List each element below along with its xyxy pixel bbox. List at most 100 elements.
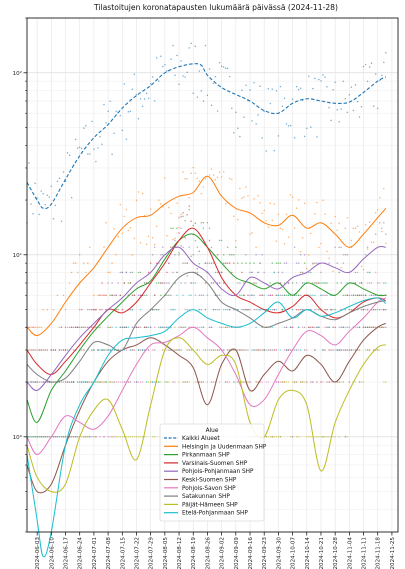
data-point: [342, 381, 345, 383]
data-point: [312, 262, 314, 264]
data-point: [145, 294, 148, 296]
data-point: [340, 349, 342, 351]
data-point: [358, 282, 361, 284]
data-point: [160, 203, 162, 205]
data-point: [235, 111, 237, 114]
data-point: [376, 349, 379, 351]
data-point: [237, 262, 239, 264]
data-point: [160, 294, 162, 296]
data-point: [34, 381, 36, 383]
data-point: [275, 294, 278, 296]
data-point: [117, 381, 119, 383]
data-point: [52, 218, 55, 220]
data-point: [95, 308, 97, 311]
data-point: [330, 308, 332, 311]
data-point: [149, 326, 152, 328]
data-point: [253, 308, 255, 311]
data-point: [74, 326, 77, 328]
data-point: [297, 199, 300, 201]
data-point: [149, 208, 152, 210]
data-point: [202, 381, 205, 383]
data-point: [381, 227, 383, 229]
data-point: [123, 282, 126, 284]
data-point: [356, 225, 359, 227]
legend-label: Helsingin ja Uudenmaan SHP: [182, 444, 267, 450]
data-point: [218, 381, 221, 383]
data-point: [174, 239, 176, 242]
data-point: [275, 349, 278, 351]
data-point: [283, 243, 286, 245]
data-point: [198, 294, 201, 296]
data-point: [346, 254, 349, 256]
data-point: [354, 271, 357, 274]
data-point: [255, 123, 257, 125]
data-point: [303, 349, 306, 351]
data-point: [334, 326, 336, 328]
data-point: [196, 246, 199, 249]
data-point: [350, 239, 353, 242]
data-point: [155, 57, 158, 59]
data-point: [356, 326, 359, 328]
data-point: [147, 235, 150, 238]
data-point: [74, 262, 77, 264]
data-point: [310, 381, 312, 383]
data-point: [263, 209, 265, 212]
data-point: [293, 381, 296, 383]
data-point: [297, 349, 300, 351]
data-point: [176, 54, 178, 57]
data-point: [358, 349, 361, 351]
data-point: [350, 86, 353, 88]
data-point: [151, 349, 154, 351]
data-point: [370, 294, 373, 296]
data-point: [87, 308, 89, 311]
data-point: [121, 436, 124, 438]
data-point: [80, 349, 83, 351]
data-point: [186, 178, 188, 180]
data-point: [149, 381, 152, 383]
legend-label: Pohjois-Savon SHP: [182, 486, 236, 492]
data-point: [168, 262, 170, 264]
data-point: [261, 137, 263, 139]
data-point: [158, 308, 160, 311]
data-point: [320, 282, 322, 284]
data-point: [243, 308, 245, 311]
data-point: [374, 271, 377, 274]
data-point: [119, 203, 122, 206]
data-point: [194, 172, 197, 174]
data-point: [153, 246, 156, 249]
data-point: [283, 349, 286, 351]
data-point: [299, 250, 302, 253]
data-point: [85, 271, 87, 274]
data-point: [299, 349, 302, 351]
data-point: [218, 326, 221, 328]
data-point: [342, 349, 345, 351]
data-point: [204, 349, 207, 351]
x-tick-label: 2024-07-15: [120, 537, 126, 569]
data-point: [101, 143, 103, 146]
data-point: [273, 271, 276, 274]
data-point: [342, 80, 345, 83]
data-point: [143, 98, 146, 100]
data-point: [364, 63, 367, 66]
data-point: [194, 381, 197, 383]
data-point: [301, 236, 304, 239]
data-point: [164, 326, 166, 328]
x-tick-label: 2024-06-24: [78, 537, 84, 569]
data-point: [30, 203, 32, 205]
data-point: [196, 177, 199, 179]
data-point: [101, 294, 103, 296]
data-point: [308, 326, 310, 328]
data-point: [322, 74, 324, 76]
data-point: [160, 55, 162, 58]
data-point: [170, 294, 172, 296]
legend-box: [159, 423, 265, 522]
data-point: [46, 308, 49, 311]
data-point: [360, 308, 363, 311]
data-point: [295, 282, 298, 284]
data-point: [115, 110, 117, 113]
data-point: [285, 326, 288, 328]
data-point: [129, 308, 132, 311]
data-point: [178, 326, 180, 328]
data-point: [56, 180, 59, 183]
data-point: [306, 381, 308, 383]
